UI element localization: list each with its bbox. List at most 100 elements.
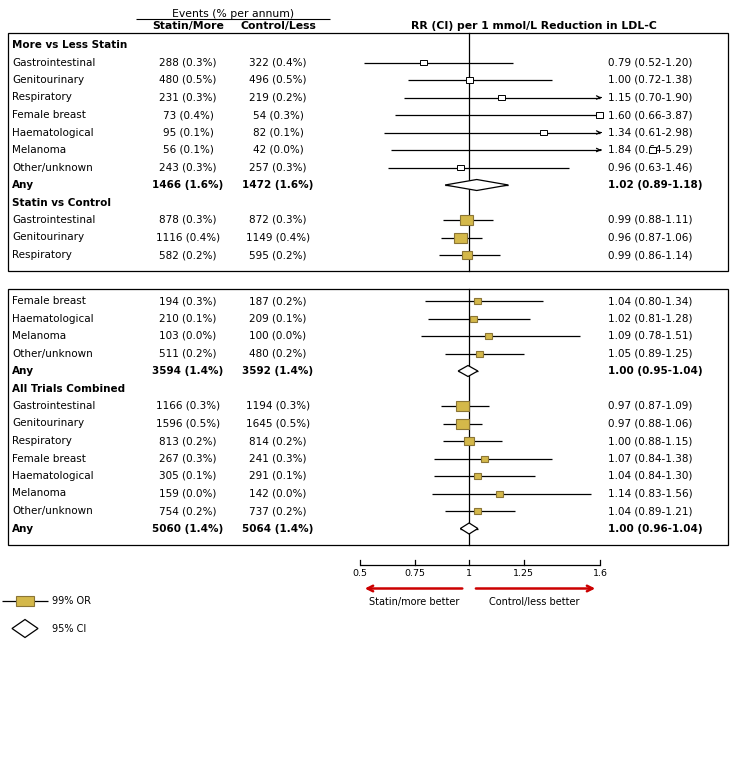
Text: 42 (0.0%): 42 (0.0%) — [253, 145, 304, 155]
Bar — [597, 112, 603, 118]
Text: Control/less better: Control/less better — [490, 598, 580, 608]
Text: 1.00 (0.95-1.04): 1.00 (0.95-1.04) — [608, 366, 703, 376]
Text: 1596 (0.5%): 1596 (0.5%) — [156, 419, 220, 428]
Text: 0.79 (0.52-1.20): 0.79 (0.52-1.20) — [608, 57, 692, 68]
Bar — [474, 298, 481, 304]
Bar — [462, 251, 472, 259]
Bar — [539, 130, 547, 135]
Text: 1.14 (0.83-1.56): 1.14 (0.83-1.56) — [608, 489, 692, 499]
Text: 813 (0.2%): 813 (0.2%) — [159, 436, 217, 446]
Bar — [476, 350, 484, 357]
Bar — [420, 60, 427, 65]
Text: 1.15 (0.70-1.90): 1.15 (0.70-1.90) — [608, 92, 692, 103]
Text: Any: Any — [12, 366, 34, 376]
Text: Statin/More: Statin/More — [152, 21, 224, 31]
Text: 187 (0.2%): 187 (0.2%) — [249, 296, 306, 306]
Text: 1116 (0.4%): 1116 (0.4%) — [156, 232, 220, 242]
Text: 159 (0.0%): 159 (0.0%) — [159, 489, 217, 499]
Text: Haematological: Haematological — [12, 471, 93, 481]
Text: 1.02 (0.89-1.18): 1.02 (0.89-1.18) — [608, 180, 703, 190]
Text: 582 (0.2%): 582 (0.2%) — [159, 250, 217, 260]
Text: 1.00 (0.96-1.04): 1.00 (0.96-1.04) — [608, 524, 703, 534]
Bar — [485, 333, 492, 339]
Text: 737 (0.2%): 737 (0.2%) — [249, 506, 306, 516]
Text: 5064 (1.4%): 5064 (1.4%) — [243, 524, 314, 534]
Bar — [481, 455, 488, 462]
Text: Other/unknown: Other/unknown — [12, 349, 93, 358]
Text: 878 (0.3%): 878 (0.3%) — [159, 215, 217, 225]
Text: 1466 (1.6%): 1466 (1.6%) — [152, 180, 223, 190]
Text: 1.84 (0.64-5.29): 1.84 (0.64-5.29) — [608, 145, 692, 155]
Text: 1.07 (0.84-1.38): 1.07 (0.84-1.38) — [608, 454, 692, 464]
Text: 95 (0.1%): 95 (0.1%) — [162, 127, 213, 138]
Text: 103 (0.0%): 103 (0.0%) — [159, 331, 217, 341]
Text: 754 (0.2%): 754 (0.2%) — [159, 506, 217, 516]
Text: Control/Less: Control/Less — [240, 21, 316, 31]
Text: 1166 (0.3%): 1166 (0.3%) — [156, 401, 220, 411]
Text: Melanoma: Melanoma — [12, 489, 66, 499]
Text: 1472 (1.6%): 1472 (1.6%) — [243, 180, 314, 190]
Bar — [16, 595, 34, 605]
Bar — [456, 401, 469, 411]
Text: Female breast: Female breast — [12, 110, 86, 120]
Text: Other/unknown: Other/unknown — [12, 506, 93, 516]
Text: 288 (0.3%): 288 (0.3%) — [159, 57, 217, 68]
Text: 100 (0.0%): 100 (0.0%) — [249, 331, 306, 341]
Text: 243 (0.3%): 243 (0.3%) — [159, 162, 217, 172]
Bar — [456, 419, 469, 428]
Text: 1.6: 1.6 — [592, 569, 608, 578]
Text: 0.96 (0.87-1.06): 0.96 (0.87-1.06) — [608, 232, 692, 242]
Text: More vs Less Statin: More vs Less Statin — [12, 40, 127, 50]
Text: Statin vs Control: Statin vs Control — [12, 197, 111, 207]
Text: 291 (0.1%): 291 (0.1%) — [249, 471, 306, 481]
Text: 1.34 (0.61-2.98): 1.34 (0.61-2.98) — [608, 127, 692, 138]
Text: 1149 (0.4%): 1149 (0.4%) — [246, 232, 310, 242]
Text: 95% CI: 95% CI — [52, 623, 86, 633]
Bar — [8, 33, 728, 271]
Text: Respiratory: Respiratory — [12, 436, 72, 446]
Text: 210 (0.1%): 210 (0.1%) — [159, 313, 217, 323]
Text: 480 (0.5%): 480 (0.5%) — [159, 75, 217, 85]
Text: Genitourinary: Genitourinary — [12, 419, 84, 428]
Text: 1.25: 1.25 — [513, 569, 534, 578]
Text: 3592 (1.4%): 3592 (1.4%) — [243, 366, 314, 376]
Bar — [649, 147, 656, 153]
Text: Events (% per annum): Events (% per annum) — [172, 9, 294, 19]
Text: 595 (0.2%): 595 (0.2%) — [249, 250, 306, 260]
Text: Haematological: Haematological — [12, 127, 93, 138]
Text: All Trials Combined: All Trials Combined — [12, 384, 125, 393]
Text: 1.04 (0.89-1.21): 1.04 (0.89-1.21) — [608, 506, 692, 516]
Text: Melanoma: Melanoma — [12, 145, 66, 155]
Text: 209 (0.1%): 209 (0.1%) — [249, 313, 306, 323]
Text: 0.75: 0.75 — [404, 569, 425, 578]
Text: Genitourinary: Genitourinary — [12, 75, 84, 85]
Text: 0.99 (0.86-1.14): 0.99 (0.86-1.14) — [608, 250, 692, 260]
Text: Genitourinary: Genitourinary — [12, 232, 84, 242]
Text: 5060 (1.4%): 5060 (1.4%) — [152, 524, 223, 534]
Text: 511 (0.2%): 511 (0.2%) — [159, 349, 217, 358]
Text: Gastrointestinal: Gastrointestinal — [12, 401, 96, 411]
Text: 0.96 (0.63-1.46): 0.96 (0.63-1.46) — [608, 162, 692, 172]
Bar — [8, 289, 728, 545]
Text: 814 (0.2%): 814 (0.2%) — [249, 436, 306, 446]
Text: 73 (0.4%): 73 (0.4%) — [162, 110, 213, 120]
Text: 496 (0.5%): 496 (0.5%) — [249, 75, 306, 85]
Text: Other/unknown: Other/unknown — [12, 162, 93, 172]
Text: 241 (0.3%): 241 (0.3%) — [249, 454, 306, 464]
Text: 1.60 (0.66-3.87): 1.60 (0.66-3.87) — [608, 110, 692, 120]
Text: Any: Any — [12, 524, 34, 534]
Text: 0.97 (0.88-1.06): 0.97 (0.88-1.06) — [608, 419, 692, 428]
Text: 194 (0.3%): 194 (0.3%) — [159, 296, 217, 306]
Text: RR (CI) per 1 mmol/L Reduction in LDL-C: RR (CI) per 1 mmol/L Reduction in LDL-C — [411, 21, 657, 31]
Text: 257 (0.3%): 257 (0.3%) — [249, 162, 306, 172]
Bar — [464, 437, 474, 445]
Text: Statin/more better: Statin/more better — [370, 598, 459, 608]
Text: 56 (0.1%): 56 (0.1%) — [162, 145, 213, 155]
Bar — [498, 95, 506, 100]
Text: Melanoma: Melanoma — [12, 331, 66, 341]
Bar — [470, 315, 477, 322]
Text: 142 (0.0%): 142 (0.0%) — [249, 489, 306, 499]
Text: 1194 (0.3%): 1194 (0.3%) — [246, 401, 310, 411]
Text: 322 (0.4%): 322 (0.4%) — [249, 57, 306, 68]
Text: 1.00 (0.88-1.15): 1.00 (0.88-1.15) — [608, 436, 692, 446]
